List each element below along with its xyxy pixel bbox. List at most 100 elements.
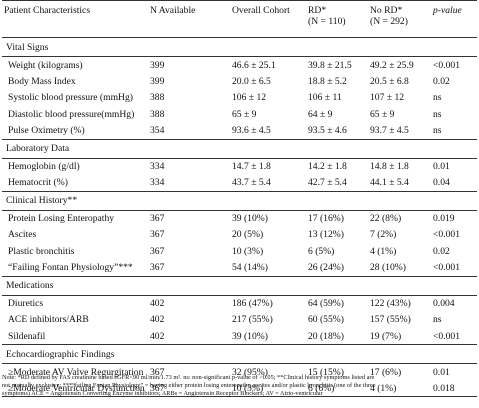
section-title: Echocardiographic Findings xyxy=(6,348,115,360)
header-rd-count: (N = 110) xyxy=(308,16,346,27)
cell-p-value: <0.001 xyxy=(433,59,460,71)
cell-n-available: 402 xyxy=(150,314,165,326)
cell-overall-cohort: 217 (55%) xyxy=(232,314,273,326)
cell-characteristic: Body Mass Index xyxy=(8,75,76,87)
cell-no-rd: 4 (1%) xyxy=(370,382,397,394)
cell-p-value: <0.001 xyxy=(433,229,460,241)
header-no-rd-label: No RD* xyxy=(370,5,403,16)
header-characteristics: Patient Characteristics xyxy=(4,5,91,16)
cell-p-value: ns xyxy=(433,314,442,326)
cell-overall-cohort: 46.6 ± 25.1 xyxy=(232,59,276,71)
cell-overall-cohort: 10 (3%) xyxy=(232,382,264,394)
cell-characteristic: Ascites xyxy=(8,229,37,241)
cell-characteristic: “Failing Fontan Physiology”*** xyxy=(8,262,133,273)
cell-overall-cohort: 54 (14%) xyxy=(232,262,268,273)
cell-rd: 64 (59%) xyxy=(308,298,344,309)
table-row: ≥Moderate AV Valve Regurgitation 367 32 (9… xyxy=(2,364,477,381)
header-n-available: N Available xyxy=(150,5,196,16)
cell-p-value: 0.01 xyxy=(433,366,450,378)
cell-overall-cohort: 39 (10%) xyxy=(232,213,268,224)
table-row: Diastolic blood pressure(mmHg) 388 65 ± 9 6… xyxy=(2,106,477,123)
cell-p-value: 0.019 xyxy=(433,213,455,224)
table-row: Hematocrit (%) 334 43.7 ± 5.4 42.7 ± 5.4 44.… xyxy=(2,175,477,192)
cell-n-available: 367 xyxy=(150,213,165,224)
section-title: Clinical History** xyxy=(6,195,78,206)
section-header-row: Echocardiographic Findings xyxy=(2,344,477,364)
cell-p-value: ns xyxy=(433,125,442,136)
table-body: Vital Signs Weight (kilograms) 399 46.6 ± 2… xyxy=(2,37,477,397)
cell-characteristic: ≥Moderate Ventricular Dysfunction xyxy=(8,382,145,394)
cell-characteristic: Plastic bronchitis xyxy=(8,245,75,257)
cell-characteristic: Systolic blood pressure (mmHg) xyxy=(8,92,133,104)
header-rd: RD* (N = 110) xyxy=(308,1,370,38)
cell-no-rd: 22 (8%) xyxy=(370,213,402,224)
note-line: Note: *RD defined by FAS creatinine base… xyxy=(2,374,375,381)
header-no-rd-count: (N = 292) xyxy=(370,16,408,27)
cell-n-available: 399 xyxy=(150,59,165,71)
cell-characteristic: Diuretics xyxy=(8,298,44,309)
cell-rd: 6 (5%) xyxy=(308,245,335,257)
cell-overall-cohort: 106 ± 12 xyxy=(232,92,267,104)
cell-no-rd: 14.8 ± 1.8 xyxy=(370,161,409,172)
cell-no-rd: 17 (6%) xyxy=(370,366,402,378)
section-title: Vital Signs xyxy=(6,41,49,53)
cell-overall-cohort: 186 (47%) xyxy=(232,298,273,309)
cell-p-value: 0.01 xyxy=(433,161,450,172)
cell-p-value: <0.001 xyxy=(433,262,460,273)
cell-n-available: 388 xyxy=(150,92,165,104)
table-row: ≥Moderate Ventricular Dysfunction 367 10 (… xyxy=(2,380,477,397)
cell-n-available: 367 xyxy=(150,262,165,273)
cell-no-rd: 157 (55%) xyxy=(370,314,411,326)
section-header-row: Clinical History** xyxy=(2,191,477,210)
table-row: Plastic bronchitis 367 10 (3%) 6 (5%) 4 (1%)… xyxy=(2,243,477,260)
cell-characteristic: Weight (kilograms) xyxy=(8,59,83,71)
cell-no-rd: 49.2 ± 25.9 xyxy=(370,59,414,71)
header-overall-cohort: Overall Cohort xyxy=(232,5,290,16)
header-rd-label: RD* xyxy=(308,5,327,16)
cell-no-rd: 28 (10%) xyxy=(370,262,406,273)
cell-characteristic: Protein Losing Enteropathy xyxy=(8,213,115,224)
cell-overall-cohort: 43.7 ± 5.4 xyxy=(232,177,271,188)
cell-p-value: ns xyxy=(433,108,442,120)
cell-overall-cohort: 32 (95%) xyxy=(232,366,268,378)
note-line: not mutually exclusive; ***“failing Font… xyxy=(2,382,376,389)
cell-characteristic: Pulse Oximetry (%) xyxy=(8,125,85,136)
cell-no-rd: 7 (2%) xyxy=(370,229,397,241)
cell-n-available: 354 xyxy=(150,125,165,136)
cell-no-rd: 44.1 ± 5.4 xyxy=(370,177,409,188)
cell-n-available: 367 xyxy=(150,229,165,241)
table-notes: Note: *RD defined by FAS creatinine base… xyxy=(2,374,477,398)
cell-p-value: 0.02 xyxy=(433,245,450,257)
cell-rd: 15 (15%) xyxy=(308,366,344,378)
cell-overall-cohort: 14.7 ± 1.8 xyxy=(232,161,271,172)
cell-no-rd: 4 (1%) xyxy=(370,245,397,257)
cell-characteristic: Hematocrit (%) xyxy=(8,177,68,188)
table-row: Ascites 367 20 (5%) 13 (12%) 7 (2%) <0.001 xyxy=(2,227,477,244)
cell-p-value: 0.018 xyxy=(433,382,455,394)
table-row: Diuretics 402 186 (47%) 64 (59%) 122 (43%) 0.… xyxy=(2,295,477,312)
table-row: Sildenafil 402 39 (10%) 20 (18%) 19 (7%) <0.0… xyxy=(2,328,477,345)
cell-rd: 14.2 ± 1.8 xyxy=(308,161,347,172)
section-header-row: Vital Signs xyxy=(2,37,477,57)
cell-n-available: 367 xyxy=(150,245,165,257)
cell-p-value: 0.04 xyxy=(433,177,450,188)
cell-n-available: 334 xyxy=(150,161,165,172)
cell-characteristic: Hemoglobin (g/dl) xyxy=(8,161,80,172)
cell-n-available: 402 xyxy=(150,298,165,309)
header-p-value: p-value xyxy=(433,5,462,16)
cell-no-rd: 19 (7%) xyxy=(370,330,402,342)
table-row: “Failing Fontan Physiology”*** 367 54 (14%… xyxy=(2,260,477,277)
cell-characteristic: Sildenafil xyxy=(8,330,46,342)
cell-overall-cohort: 39 (10%) xyxy=(232,330,268,342)
cell-n-available: 334 xyxy=(150,177,165,188)
cell-rd: 18.8 ± 5.2 xyxy=(308,75,347,87)
cell-rd: 39.8 ± 21.5 xyxy=(308,59,352,71)
table-row: Body Mass Index 399 20.0 ± 6.5 18.8 ± 5.2 20… xyxy=(2,73,477,90)
cell-rd: 17 (16%) xyxy=(308,213,344,224)
cell-rd: 93.5 ± 4.6 xyxy=(308,125,347,136)
cell-rd: 6 (6%) xyxy=(308,382,335,394)
cell-characteristic: ACE inhibitors/ARB xyxy=(8,314,89,326)
table-row: Weight (kilograms) 399 46.6 ± 25.1 39.8 ± 2… xyxy=(2,57,477,74)
table-row: ACE inhibitors/ARB 402 217 (55%) 60 (55%) 15… xyxy=(2,312,477,329)
cell-rd: 64 ± 9 xyxy=(308,108,333,120)
